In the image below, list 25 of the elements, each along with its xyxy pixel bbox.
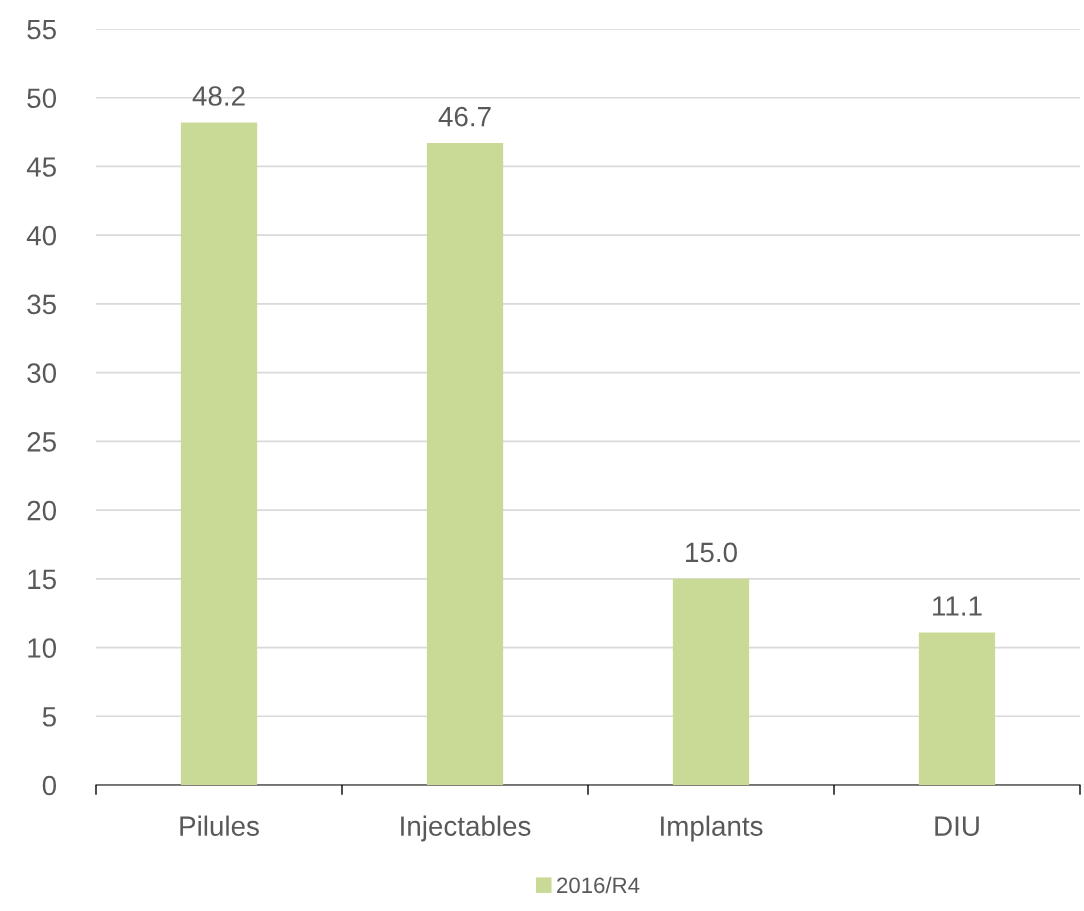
bar: [918, 632, 996, 785]
y-tick-label: 55: [27, 19, 56, 40]
y-tick-label: 40: [26, 225, 57, 246]
x-tick-label: Injectables: [401, 815, 531, 842]
y-tick-label: 30: [27, 363, 57, 383]
data-label: 46.7: [438, 106, 491, 127]
y-tick-label: 50: [27, 88, 57, 109]
bar: [180, 122, 258, 785]
legend-label: 2016/R4: [557, 876, 640, 894]
x-tick-label: Pilules: [180, 815, 259, 836]
y-tick-label: 20: [27, 500, 57, 521]
y-tick-label: 45: [26, 157, 56, 177]
y-tick-label: 35: [27, 294, 56, 315]
y-tick-label: 25: [27, 432, 56, 452]
y-tick-label: 5: [42, 707, 56, 727]
x-tick-label: Implants: [661, 815, 763, 842]
bar: [672, 578, 750, 785]
data-label: 11.1: [933, 596, 982, 616]
data-label: 15.0: [686, 542, 737, 563]
y-tick-label: 10: [28, 638, 57, 658]
bar: [426, 143, 504, 785]
data-label: 48.2: [192, 86, 245, 106]
y-tick-label: 15: [28, 569, 56, 590]
x-tick-label: DIU: [935, 816, 979, 836]
y-tick-label: 0: [42, 775, 57, 796]
